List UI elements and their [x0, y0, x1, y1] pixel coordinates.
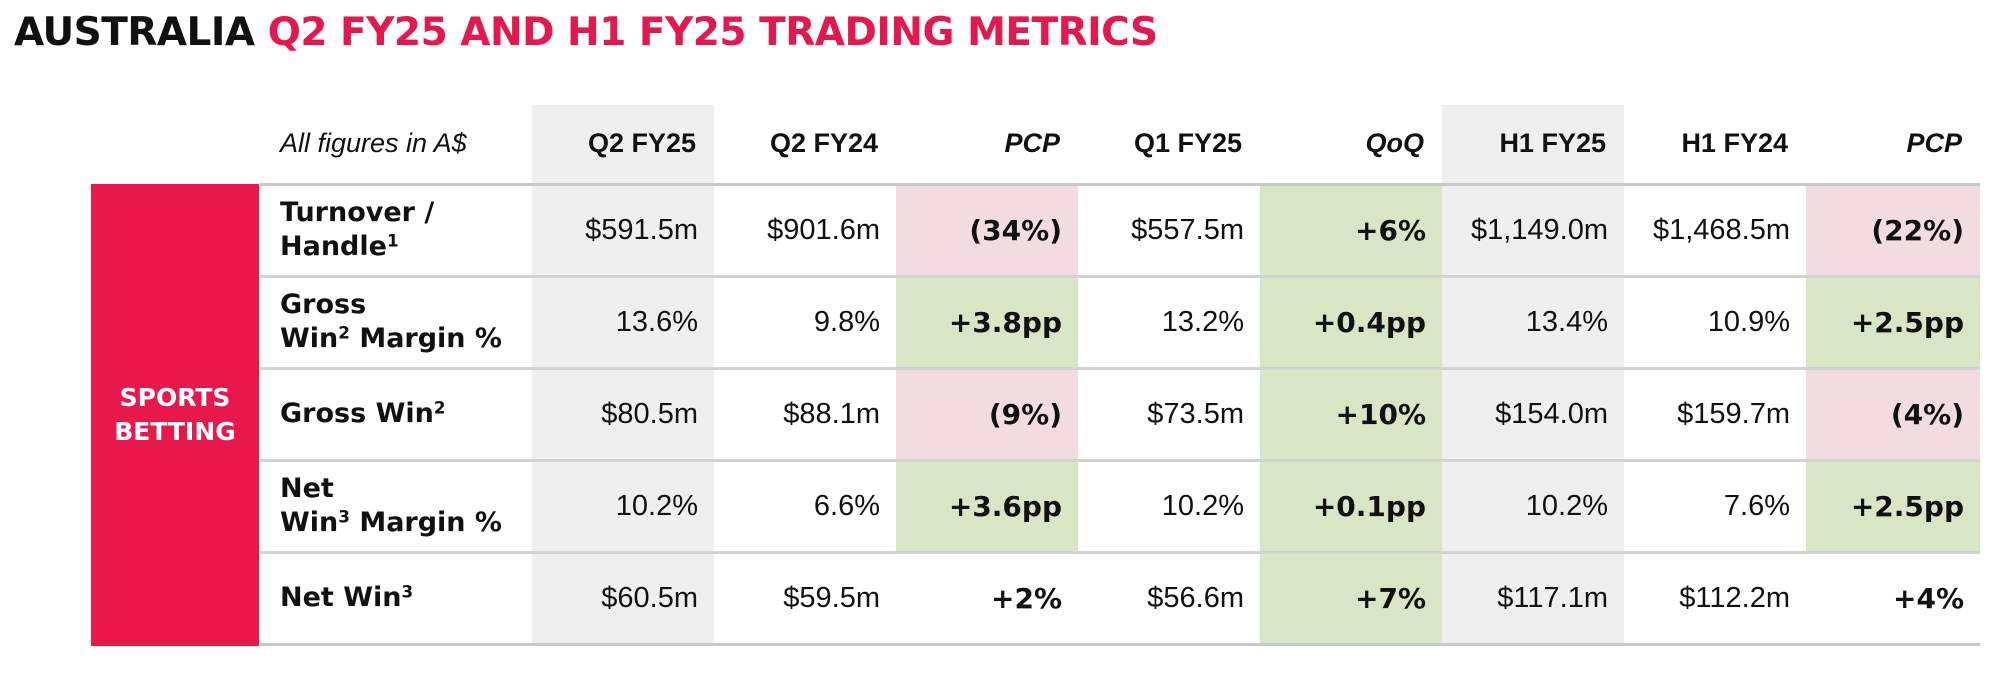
table-row: Net Win3 $60.5m $59.5m +2% $56.6m +7% $1… [260, 550, 1980, 646]
metrics-table: All figures in A$ Q2 FY25 Q2 FY24 PCP Q1… [260, 105, 1980, 646]
row-label: Turnover / Handle1 [260, 182, 532, 276]
table-cell: 7.6% [1624, 458, 1806, 552]
table-cell: 10.9% [1624, 274, 1806, 368]
table-cell: 13.4% [1442, 274, 1624, 368]
variance-cell: +7% [1260, 550, 1442, 646]
table-cell: $117.1m [1442, 550, 1624, 646]
table-cell: $60.5m [532, 550, 714, 646]
table-cell: 10.2% [532, 458, 714, 552]
table-row: Turnover / Handle1 $591.5m $901.6m (34%) … [260, 182, 1980, 276]
title-prefix: AUSTRALIA [14, 10, 255, 55]
table-cell: 9.8% [714, 274, 896, 368]
segment-label: SPORTS BETTING [91, 184, 259, 646]
variance-cell: +2.5pp [1806, 274, 1980, 368]
variance-cell: +0.1pp [1260, 458, 1442, 552]
title-accent: Q2 FY25 AND H1 FY25 TRADING METRICS [267, 10, 1158, 55]
variance-cell: +3.6pp [896, 458, 1078, 552]
table-cell: $80.5m [532, 366, 714, 460]
column-header: Q2 FY24 [769, 128, 878, 159]
table-cell: 13.2% [1078, 274, 1260, 368]
variance-cell: +0.4pp [1260, 274, 1442, 368]
table-cell: $901.6m [714, 182, 896, 276]
row-label: Gross Win2 [260, 366, 532, 460]
row-label: Gross Win2 Margin % [260, 274, 532, 368]
variance-cell: (34%) [896, 182, 1078, 276]
table-cell: $154.0m [1442, 366, 1624, 460]
table-cell: 13.6% [532, 274, 714, 368]
table-row: Gross Win2 Margin % 13.6% 9.8% +3.8pp 13.… [260, 274, 1980, 368]
row-label: Net Win3 Margin % [260, 458, 532, 552]
table-cell: $73.5m [1078, 366, 1260, 460]
column-header: PCP [1906, 128, 1962, 159]
column-header: QoQ [1365, 128, 1425, 159]
table-cell: 10.2% [1078, 458, 1260, 552]
table-cell: $557.5m [1078, 182, 1260, 276]
variance-cell: (9%) [896, 366, 1078, 460]
table-cell: $1,468.5m [1624, 182, 1806, 276]
table-cell: $56.6m [1078, 550, 1260, 646]
variance-cell: +2% [896, 550, 1078, 646]
table-cell: 10.2% [1442, 458, 1624, 552]
page-title: AUSTRALIA Q2 FY25 AND H1 FY25 TRADING ME… [14, 10, 1158, 55]
variance-cell: +4% [1806, 550, 1980, 646]
table-cell: 6.6% [714, 458, 896, 552]
column-header: H1 FY24 [1681, 128, 1788, 159]
variance-cell: (22%) [1806, 182, 1980, 276]
table-header-row: All figures in A$ Q2 FY25 Q2 FY24 PCP Q1… [260, 105, 1980, 184]
table-cell: $591.5m [532, 182, 714, 276]
table-row: Net Win3 Margin % 10.2% 6.6% +3.6pp 10.2%… [260, 458, 1980, 552]
segment-label-line-1: SPORTS [119, 383, 231, 412]
table-cell: $88.1m [714, 366, 896, 460]
row-label: Net Win3 [260, 550, 532, 646]
table-cell: $112.2m [1624, 550, 1806, 646]
segment-label-line-2: BETTING [114, 417, 236, 446]
variance-cell: (4%) [1806, 366, 1980, 460]
variance-cell: +10% [1260, 366, 1442, 460]
column-header: H1 FY25 [1442, 105, 1624, 184]
table-row: Gross Win2 $80.5m $88.1m (9%) $73.5m +10… [260, 366, 1980, 460]
table-cell: $159.7m [1624, 366, 1806, 460]
table-cell: $1,149.0m [1442, 182, 1624, 276]
variance-cell: +6% [1260, 182, 1442, 276]
variance-cell: +3.8pp [896, 274, 1078, 368]
table-cell: $59.5m [714, 550, 896, 646]
variance-cell: +2.5pp [1806, 458, 1980, 552]
header-label: All figures in A$ [280, 128, 467, 159]
column-header: Q2 FY25 [532, 105, 714, 184]
column-header: Q1 FY25 [1133, 128, 1242, 159]
column-header: PCP [1004, 128, 1060, 159]
